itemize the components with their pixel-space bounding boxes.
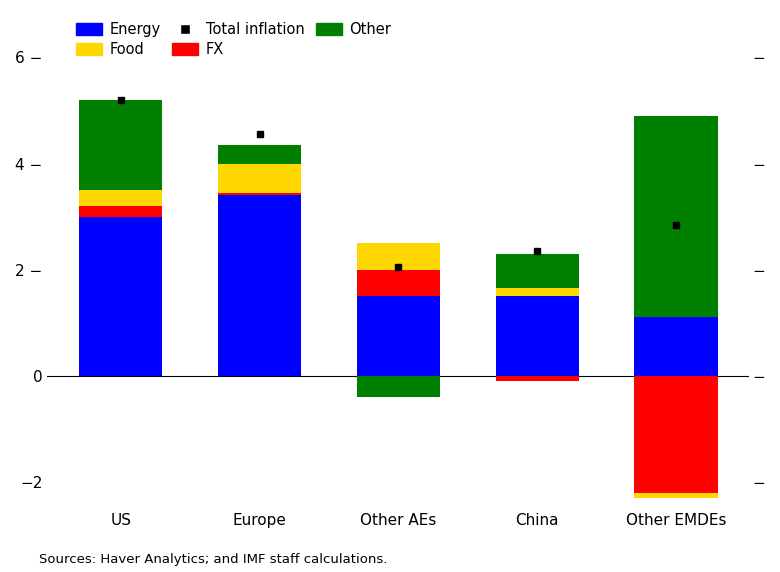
Bar: [356, 376, 440, 397]
Bar: [79, 100, 162, 190]
Bar: [634, 116, 718, 317]
Bar: [218, 164, 301, 193]
Bar: [495, 296, 579, 376]
Bar: [79, 206, 162, 217]
Bar: [495, 376, 579, 381]
Bar: [634, 492, 718, 498]
Bar: [218, 145, 301, 164]
Text: Sources: Haver Analytics; and IMF staff calculations.: Sources: Haver Analytics; and IMF staff …: [39, 553, 388, 566]
Bar: [495, 254, 579, 288]
Bar: [634, 317, 718, 376]
Bar: [356, 243, 440, 270]
Bar: [218, 196, 301, 376]
Bar: [356, 296, 440, 376]
Bar: [79, 190, 162, 206]
Bar: [356, 270, 440, 296]
Bar: [634, 376, 718, 492]
Bar: [79, 217, 162, 376]
Bar: [218, 193, 301, 196]
Bar: [495, 288, 579, 296]
Legend: Energy, Food, Total inflation, FX, Other: Energy, Food, Total inflation, FX, Other: [76, 22, 392, 57]
